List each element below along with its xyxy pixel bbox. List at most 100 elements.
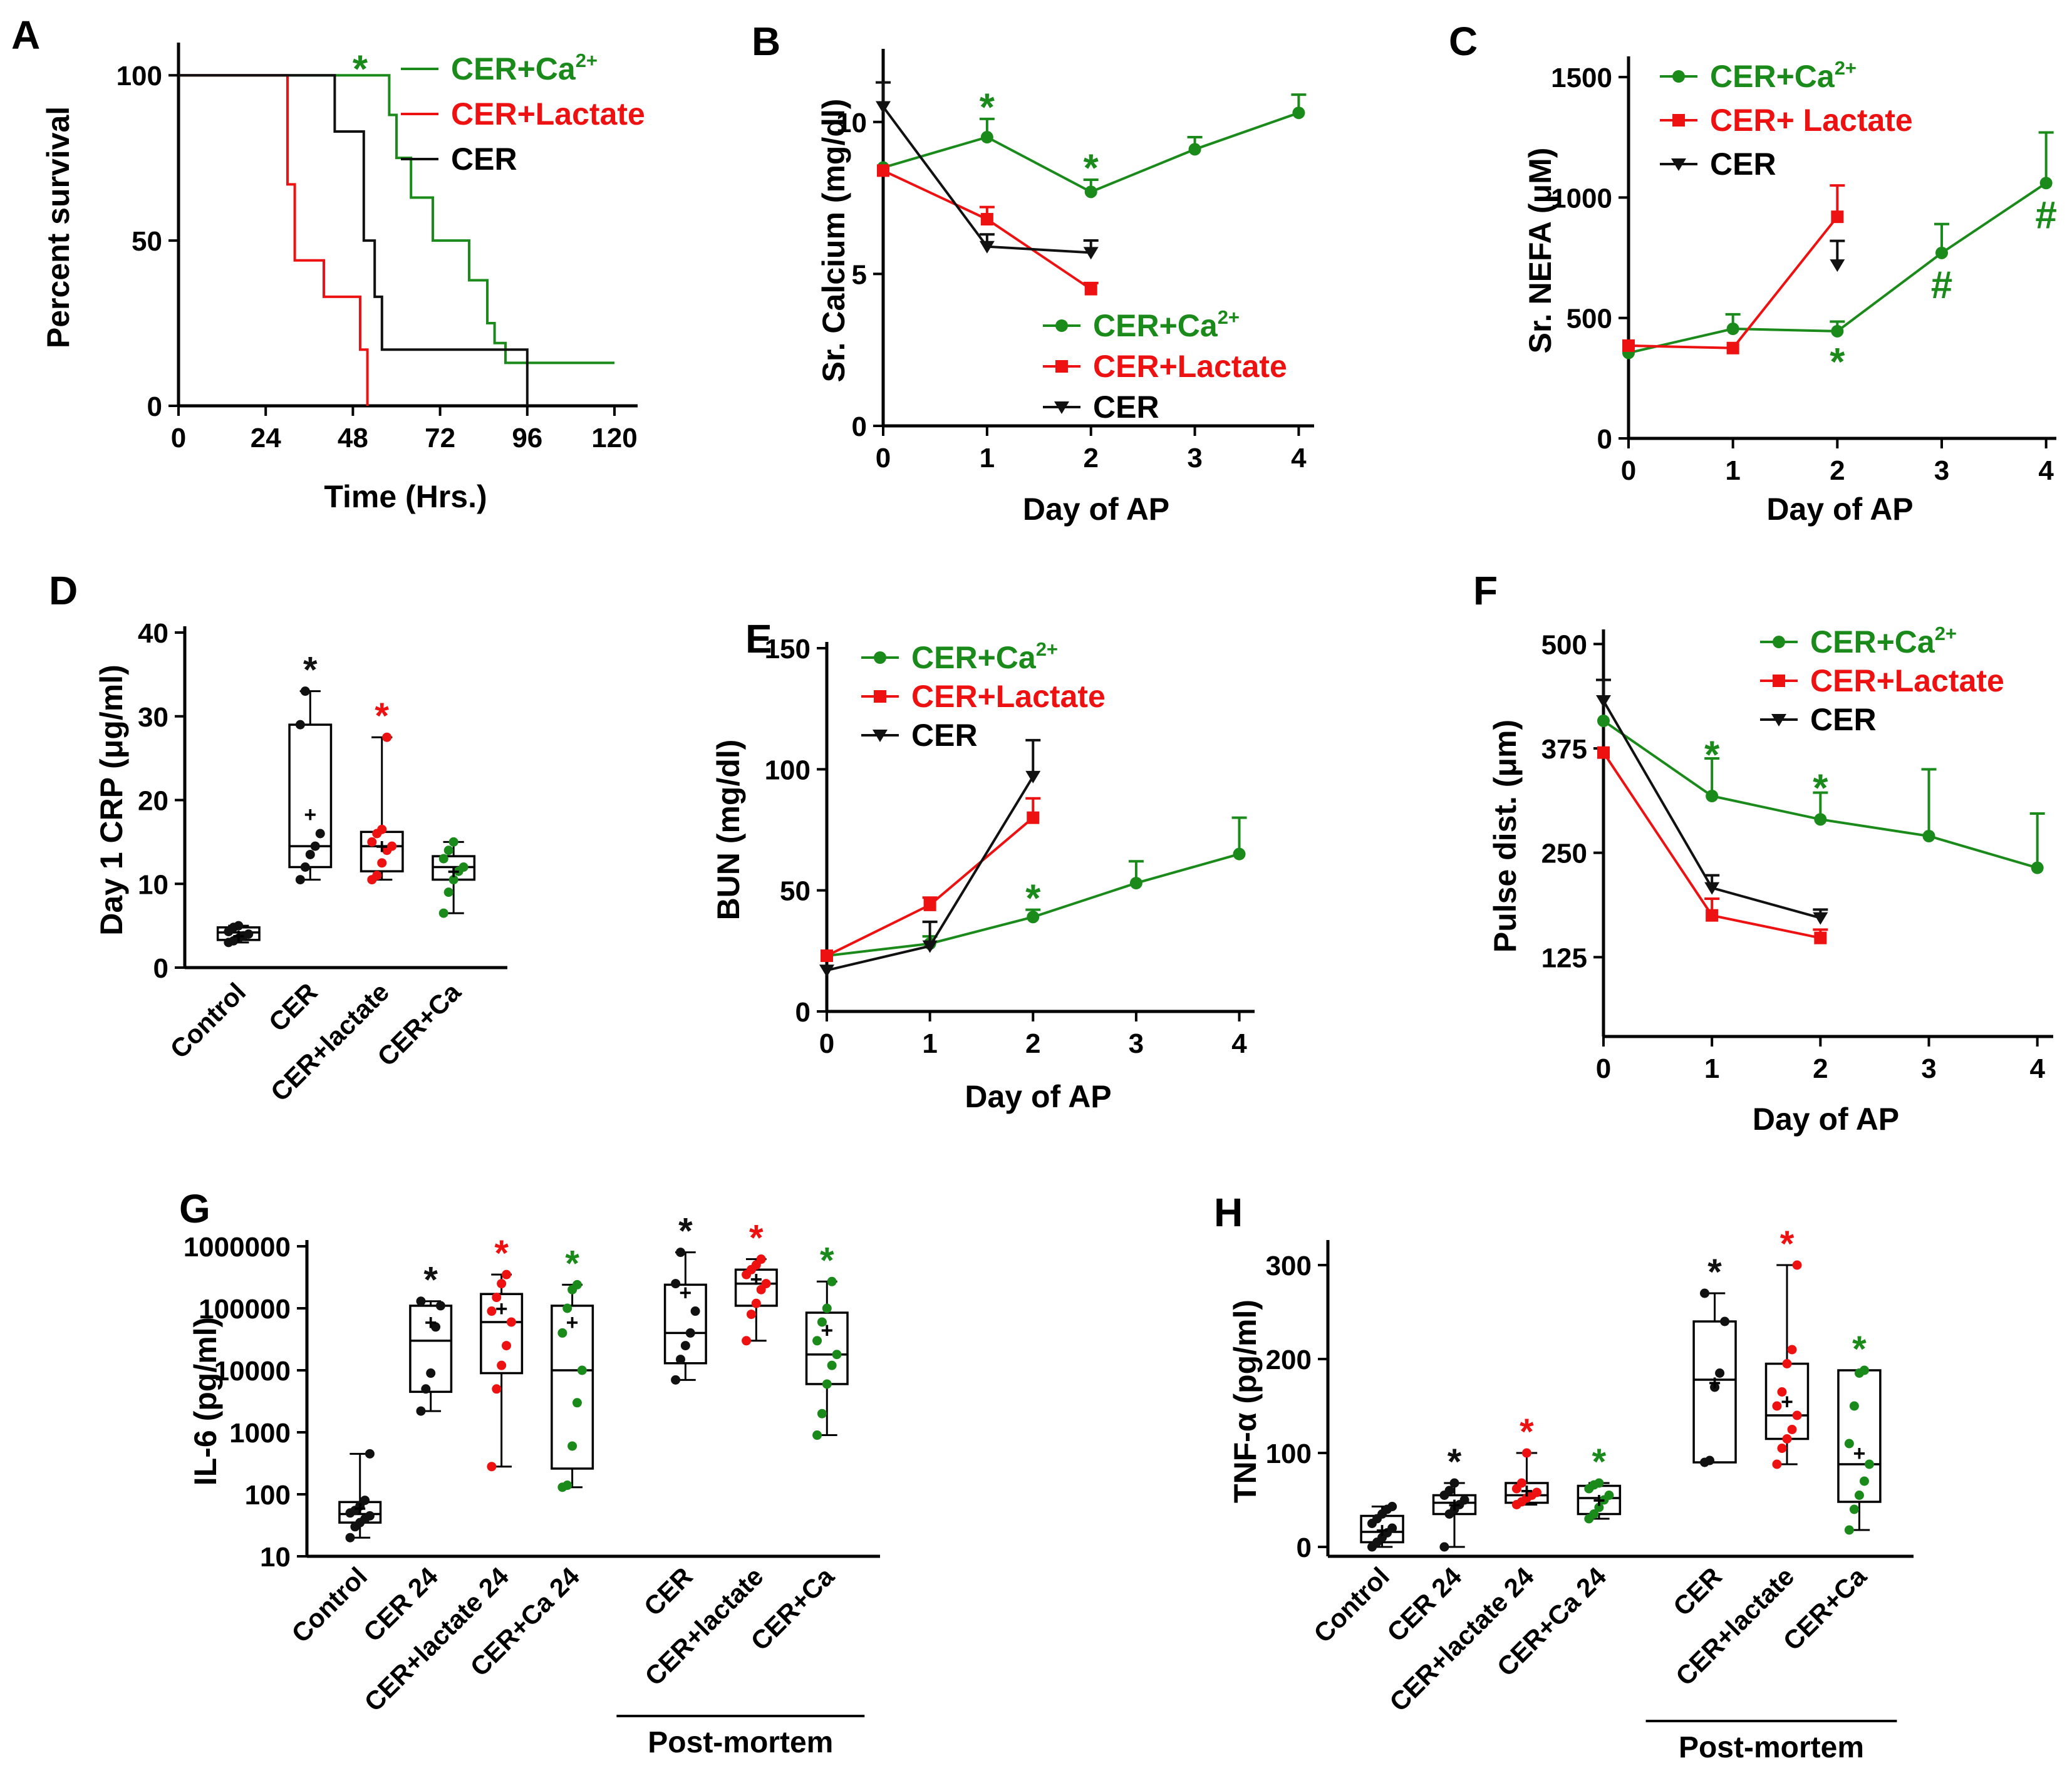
significance-marker: * xyxy=(494,1233,509,1274)
data-point xyxy=(980,213,993,226)
y-tick-label: 100 xyxy=(245,1480,291,1511)
panel-G: G 10 100 1000 10000 100000 1000000 IL-6 (pg/ml)… xyxy=(179,1186,880,1759)
mean-marker: + xyxy=(821,1318,833,1342)
data-point xyxy=(506,1317,516,1327)
box-CER+lactate: +* xyxy=(360,696,404,885)
data-point xyxy=(572,1279,582,1290)
x-tick-label: 48 xyxy=(338,423,368,453)
data-point xyxy=(557,1328,567,1338)
y-axis-label: Day 1 CRP (μg/ml) xyxy=(94,664,129,936)
series-CER xyxy=(1830,239,1845,272)
legend: CER+Ca2+ CER+Lactate CER xyxy=(1043,306,1287,425)
x-axis-label: Day of AP xyxy=(1766,492,1913,527)
panel-label: G xyxy=(179,1186,210,1231)
data-point xyxy=(1849,1504,1859,1514)
x-tick-label: 4 xyxy=(1231,1028,1247,1059)
legend: CER+Ca2+ CER+ Lactate CER xyxy=(1660,57,1913,182)
y-tick-label: 100 xyxy=(765,755,811,785)
legend-entry: CER+Ca2+ xyxy=(451,49,598,86)
data-point xyxy=(562,1303,572,1313)
y-tick-label: 1500 xyxy=(1551,63,1612,93)
data-point xyxy=(1596,695,1611,708)
mean-marker: + xyxy=(232,924,245,948)
mean-marker: + xyxy=(1521,1479,1533,1503)
data-point xyxy=(1387,1523,1397,1533)
data-point xyxy=(1594,1478,1604,1488)
data-point xyxy=(1589,1509,1599,1519)
mean-marker: + xyxy=(679,1281,692,1305)
y-tick-label: 10 xyxy=(836,108,867,138)
category-label: Control xyxy=(164,977,251,1064)
panel-C: C 0 1 2 3 4 0 500 1000 1500 Sr. NEFA (μM) Day of AP… xyxy=(1449,19,2057,527)
x-axis-label: Time (Hrs.) xyxy=(324,479,487,514)
legend-swatch-marker xyxy=(1672,114,1685,127)
iqr-box xyxy=(409,1305,453,1393)
significance-marker: * xyxy=(980,86,995,129)
series-CER+Lactate xyxy=(877,164,1099,296)
data-point xyxy=(1782,1359,1792,1368)
panel-label: D xyxy=(49,568,78,613)
series-CER xyxy=(876,81,1099,260)
significance-marker: * xyxy=(1852,1329,1867,1370)
significance-marker: * xyxy=(1520,1412,1534,1452)
mean-marker: + xyxy=(376,835,388,859)
data-point xyxy=(1922,830,1935,842)
data-point xyxy=(817,1317,827,1327)
x-tick-label: 2 xyxy=(1083,443,1098,473)
data-point xyxy=(671,1279,681,1289)
legend-swatch-marker xyxy=(873,730,888,742)
data-point xyxy=(1782,1434,1792,1444)
panel-label: E xyxy=(745,616,772,661)
y-tick-label: 150 xyxy=(765,634,811,664)
series-CER+Lactate xyxy=(179,74,369,406)
data-point xyxy=(1831,210,1844,224)
data-point xyxy=(1792,1410,1802,1420)
data-point xyxy=(742,1336,752,1346)
data-point xyxy=(827,1276,837,1286)
data-point xyxy=(1449,1478,1459,1488)
x-tick-label: 2 xyxy=(1813,1053,1828,1084)
mean-marker: + xyxy=(1781,1390,1793,1414)
data-point xyxy=(1859,1365,1869,1375)
data-point xyxy=(1864,1459,1874,1469)
survival-line xyxy=(179,74,614,364)
data-point xyxy=(680,1341,690,1351)
iqr-box xyxy=(663,1283,707,1365)
data-point xyxy=(572,1398,582,1408)
x-tick-label: 4 xyxy=(2038,455,2054,486)
x-tick-label: 1 xyxy=(980,443,995,473)
data-point xyxy=(1532,1487,1542,1497)
data-point xyxy=(821,949,833,963)
data-point xyxy=(1777,1444,1787,1453)
data-point xyxy=(300,686,310,696)
significance-marker: * xyxy=(820,1240,834,1281)
legend-swatch-marker xyxy=(1054,401,1069,414)
category-label: Control xyxy=(286,1561,373,1648)
legend-text: CER+Lactate xyxy=(1093,349,1287,384)
data-point xyxy=(448,837,458,847)
category-label: CER xyxy=(263,977,323,1037)
data-point xyxy=(234,921,244,931)
data-point xyxy=(827,1360,837,1370)
data-point xyxy=(426,1368,436,1378)
y-tick-label: 0 xyxy=(852,411,867,442)
legend-entry: CER+Lactate xyxy=(451,96,645,132)
y-tick-label: 0 xyxy=(795,997,811,1028)
data-point xyxy=(315,829,325,839)
mean-marker: + xyxy=(304,803,316,827)
data-point xyxy=(922,940,938,953)
data-point xyxy=(819,964,834,978)
y-axis-label: IL-6 (pg/ml) xyxy=(188,1317,223,1486)
significance-marker: * xyxy=(1830,341,1845,384)
data-point xyxy=(1622,339,1635,352)
significance-marker: * xyxy=(303,650,318,691)
data-point xyxy=(360,1496,370,1506)
data-point xyxy=(822,1303,832,1313)
significance-marker: * xyxy=(1704,733,1720,777)
panel-F: F 0 1 2 3 4 125 250 375 500 Pulse dist. (μm) Day of… xyxy=(1473,568,2053,1137)
legend-swatch-marker xyxy=(1773,636,1785,648)
data-point xyxy=(1814,931,1827,944)
legend-entry: CER xyxy=(911,718,978,753)
